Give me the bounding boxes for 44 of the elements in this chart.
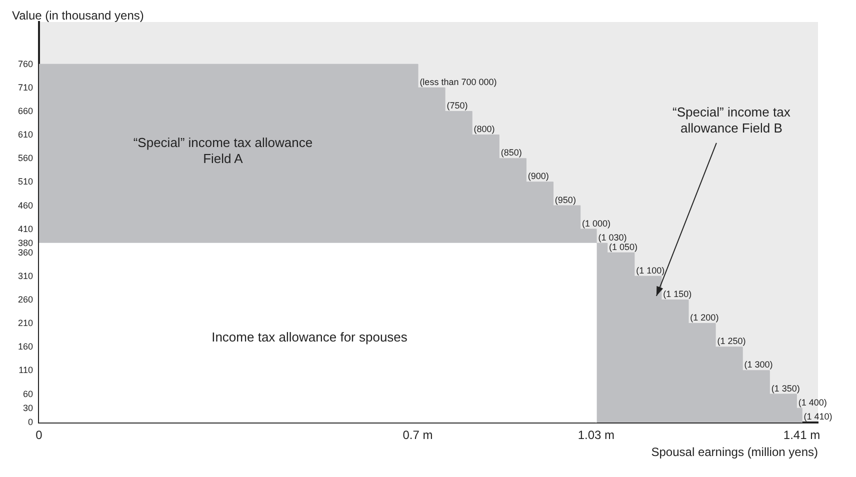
x-tick-label: 1.41 m [783,428,820,442]
y-tick-label: 460 [18,200,34,210]
x-tick-label: 0 [36,428,43,442]
y-tick-label: 210 [18,318,34,328]
annotation: Income tax allowance for spouses [212,329,408,344]
y-tick-label: 510 [18,176,34,187]
x-axis-title: Spousal earnings (million yens) [651,444,818,459]
annotation: (1 300) [744,360,773,370]
annotation: “Special” income tax allowance Field A [133,135,313,166]
annotation: (1 410) [804,412,832,422]
annotation: “Special” income tax allowance Field B [672,104,791,136]
y-tick-label: 610 [18,130,34,140]
y-tick-label: 560 [18,153,34,164]
annotation: (900) [528,171,549,182]
y-tick-label: 360 [18,247,34,258]
y-tick-label: 160 [18,342,34,352]
y-tick-label: 760 [18,58,34,69]
y-tick-label: 60 [23,388,34,399]
annotation: (1 250) [717,336,746,346]
annotation: (1 400) [798,397,827,408]
x-tick-label: 0.7 m [402,428,433,442]
y-tick-label: 0 [28,417,34,428]
y-tick-label: 260 [18,294,34,305]
x-tick-label: 1.03 m [578,428,615,442]
y-tick-label: 710 [18,82,34,92]
annotation: (750) [446,100,468,111]
annotation: (1 050) [609,242,638,252]
y-tick-label: 30 [23,402,34,413]
annotation: (1 100) [636,265,665,276]
annotation: (1 350) [771,383,800,394]
y-tick-label: 380 [18,238,34,248]
y-tick-label: 410 [18,224,34,234]
annotation: (1 150) [663,289,692,300]
y-axis-title: Value (in thousand yens) [12,8,144,22]
annotation: (950) [554,194,576,205]
annotation: (850) [500,148,522,158]
y-tick-label: 660 [18,106,34,116]
y-tick-label: 110 [18,365,34,376]
annotation: (less than 700 000) [420,76,497,87]
annotation: (1 200) [690,312,719,323]
annotation: (800) [474,124,495,134]
annotation: (1 000) [582,218,611,228]
annotation: (1 030) [598,232,627,242]
y-tick-label: 310 [18,270,34,281]
